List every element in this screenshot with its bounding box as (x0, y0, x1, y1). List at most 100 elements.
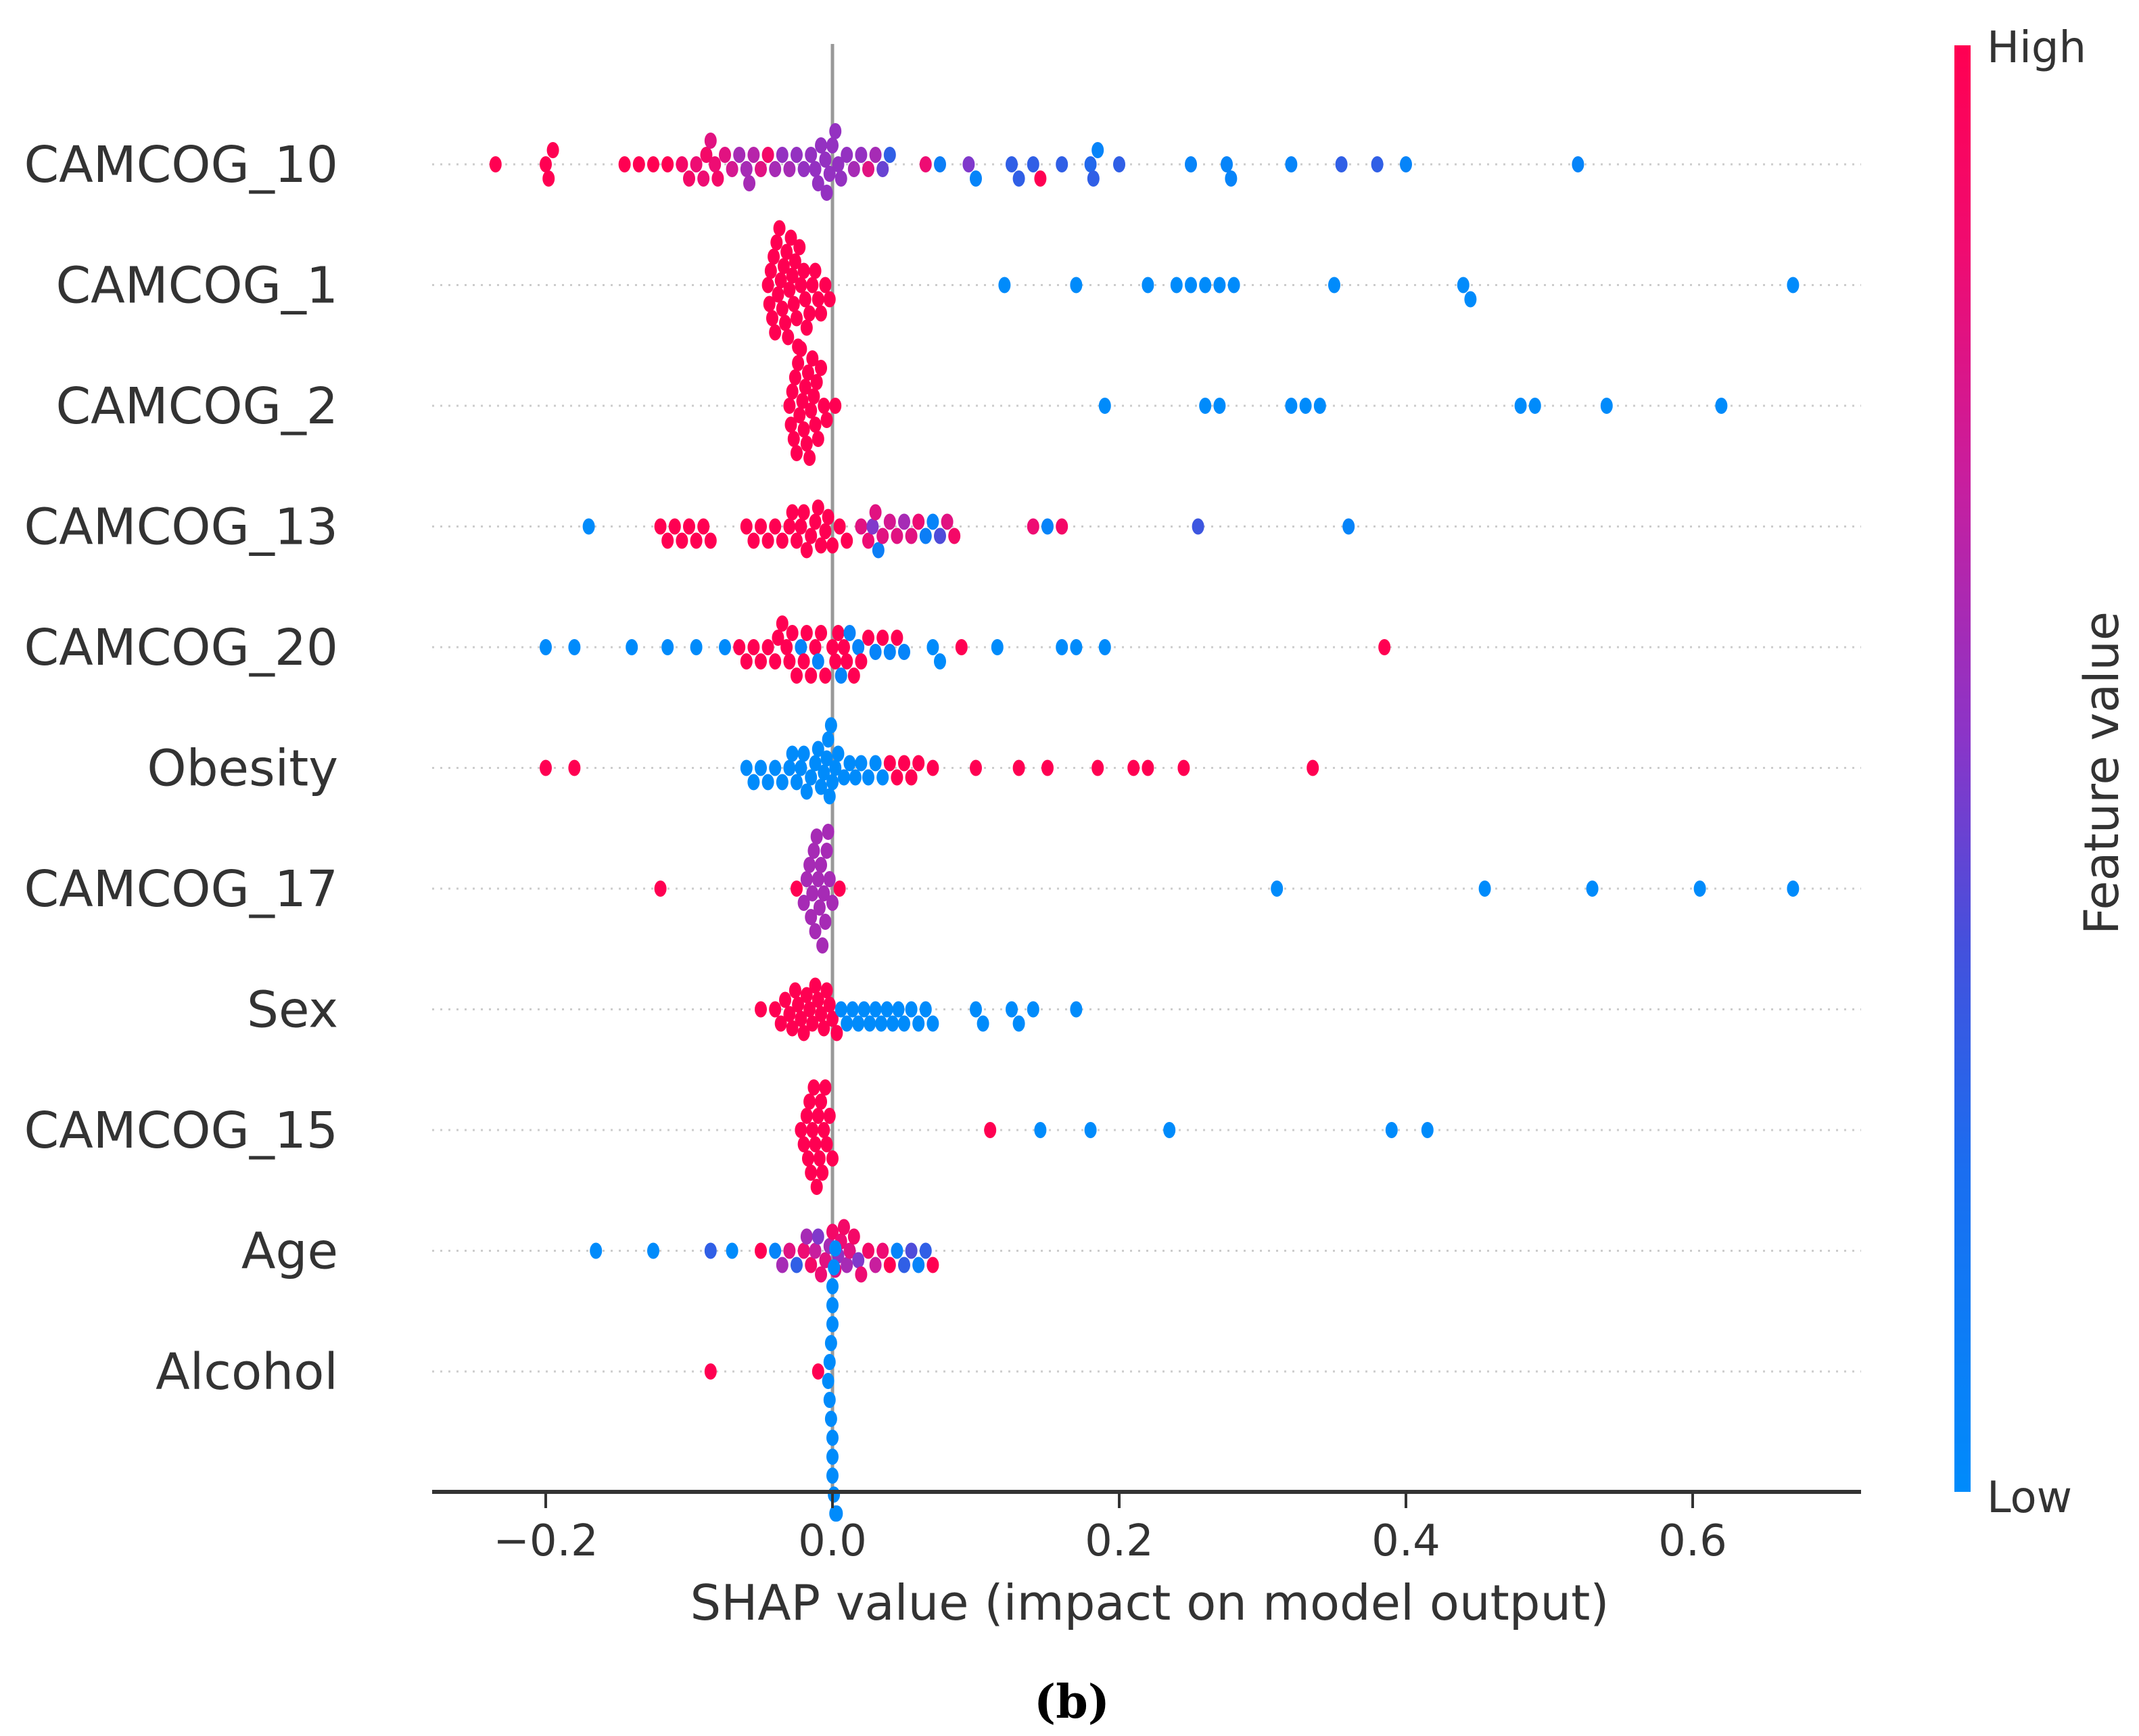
data-point (812, 1108, 824, 1124)
data-point (779, 991, 792, 1008)
data-point (769, 653, 782, 670)
data-point (769, 1001, 782, 1018)
data-point (1514, 398, 1527, 414)
data-point (813, 899, 826, 916)
data-point (819, 277, 832, 294)
data-point (789, 253, 801, 270)
data-point (755, 759, 767, 776)
data-point (824, 717, 837, 734)
data-point (833, 881, 846, 897)
data-point (837, 1219, 850, 1236)
data-point (862, 630, 874, 646)
data-point (905, 1242, 918, 1259)
data-point (726, 1242, 738, 1259)
data-point (1457, 277, 1470, 294)
data-point (800, 542, 813, 559)
data-point (830, 1025, 843, 1041)
data-point (791, 532, 803, 549)
data-point (1027, 156, 1039, 172)
data-point (770, 234, 783, 251)
data-point (919, 1001, 932, 1018)
data-point (847, 667, 860, 684)
data-point (809, 513, 822, 530)
data-point (820, 843, 833, 859)
data-point (1285, 156, 1298, 172)
data-point (806, 885, 819, 901)
data-point (941, 513, 954, 530)
data-points (489, 123, 1800, 1522)
data-point (810, 828, 823, 845)
data-point (820, 750, 833, 767)
data-point (1787, 881, 1800, 897)
data-point (977, 1015, 989, 1032)
data-point (1087, 170, 1100, 187)
data-point (883, 1257, 896, 1273)
data-point (769, 1242, 782, 1259)
data-point (782, 329, 795, 346)
data-point (869, 504, 882, 521)
data-point (791, 1257, 803, 1273)
data-point (823, 788, 836, 805)
data-point (883, 644, 896, 660)
data-point (769, 518, 782, 535)
data-point (791, 147, 803, 163)
data-point (489, 156, 502, 172)
data-point (822, 509, 835, 525)
feature-label: CAMCOG_20 (24, 619, 338, 677)
data-point (719, 639, 731, 655)
data-point (912, 755, 925, 772)
data-point (820, 982, 833, 999)
data-point (822, 824, 835, 840)
data-point (818, 398, 830, 414)
data-point (826, 1316, 839, 1332)
data-point (774, 1015, 787, 1032)
data-point (661, 639, 674, 655)
data-point (891, 769, 903, 786)
data-point (875, 1015, 888, 1032)
data-point (761, 532, 774, 549)
data-point (847, 1228, 860, 1245)
data-point (740, 518, 753, 535)
data-point (797, 504, 810, 521)
data-point (743, 175, 756, 191)
data-point (812, 291, 824, 308)
x-tick-label: 0.2 (1085, 1516, 1154, 1566)
data-point (800, 987, 813, 1004)
data-point (776, 532, 789, 549)
data-point (803, 1001, 816, 1018)
data-point (883, 147, 896, 163)
data-point (832, 156, 845, 172)
data-point (1170, 277, 1183, 294)
data-point (905, 1001, 918, 1018)
data-point (832, 625, 845, 641)
data-point (810, 374, 823, 390)
data-point (1177, 759, 1190, 776)
data-point (797, 1242, 810, 1259)
data-point (812, 499, 824, 516)
data-point (654, 881, 667, 897)
data-point (809, 639, 822, 655)
data-point (805, 402, 818, 419)
data-point (818, 764, 830, 781)
data-point (819, 667, 832, 684)
data-point (812, 175, 824, 191)
x-tick-label: −0.2 (493, 1516, 598, 1566)
data-point (862, 769, 874, 786)
data-point (774, 272, 787, 289)
data-point (820, 412, 833, 428)
data-point (786, 745, 799, 762)
data-point (773, 220, 786, 237)
feature-labels: CAMCOG_10 CAMCOG_1 CAMCOG_2 CAMCOG_13 CAMCOG… (24, 136, 338, 1401)
data-point (1307, 759, 1319, 776)
data-point (826, 1297, 839, 1313)
data-point (846, 1001, 859, 1018)
data-point (806, 1015, 819, 1032)
feature-label: Sex (247, 981, 338, 1039)
data-point (819, 151, 832, 168)
data-point (697, 518, 710, 535)
data-point (869, 755, 882, 772)
data-point (818, 1020, 830, 1037)
data-point (783, 1242, 796, 1259)
data-point (776, 300, 789, 317)
data-point (1012, 170, 1025, 187)
